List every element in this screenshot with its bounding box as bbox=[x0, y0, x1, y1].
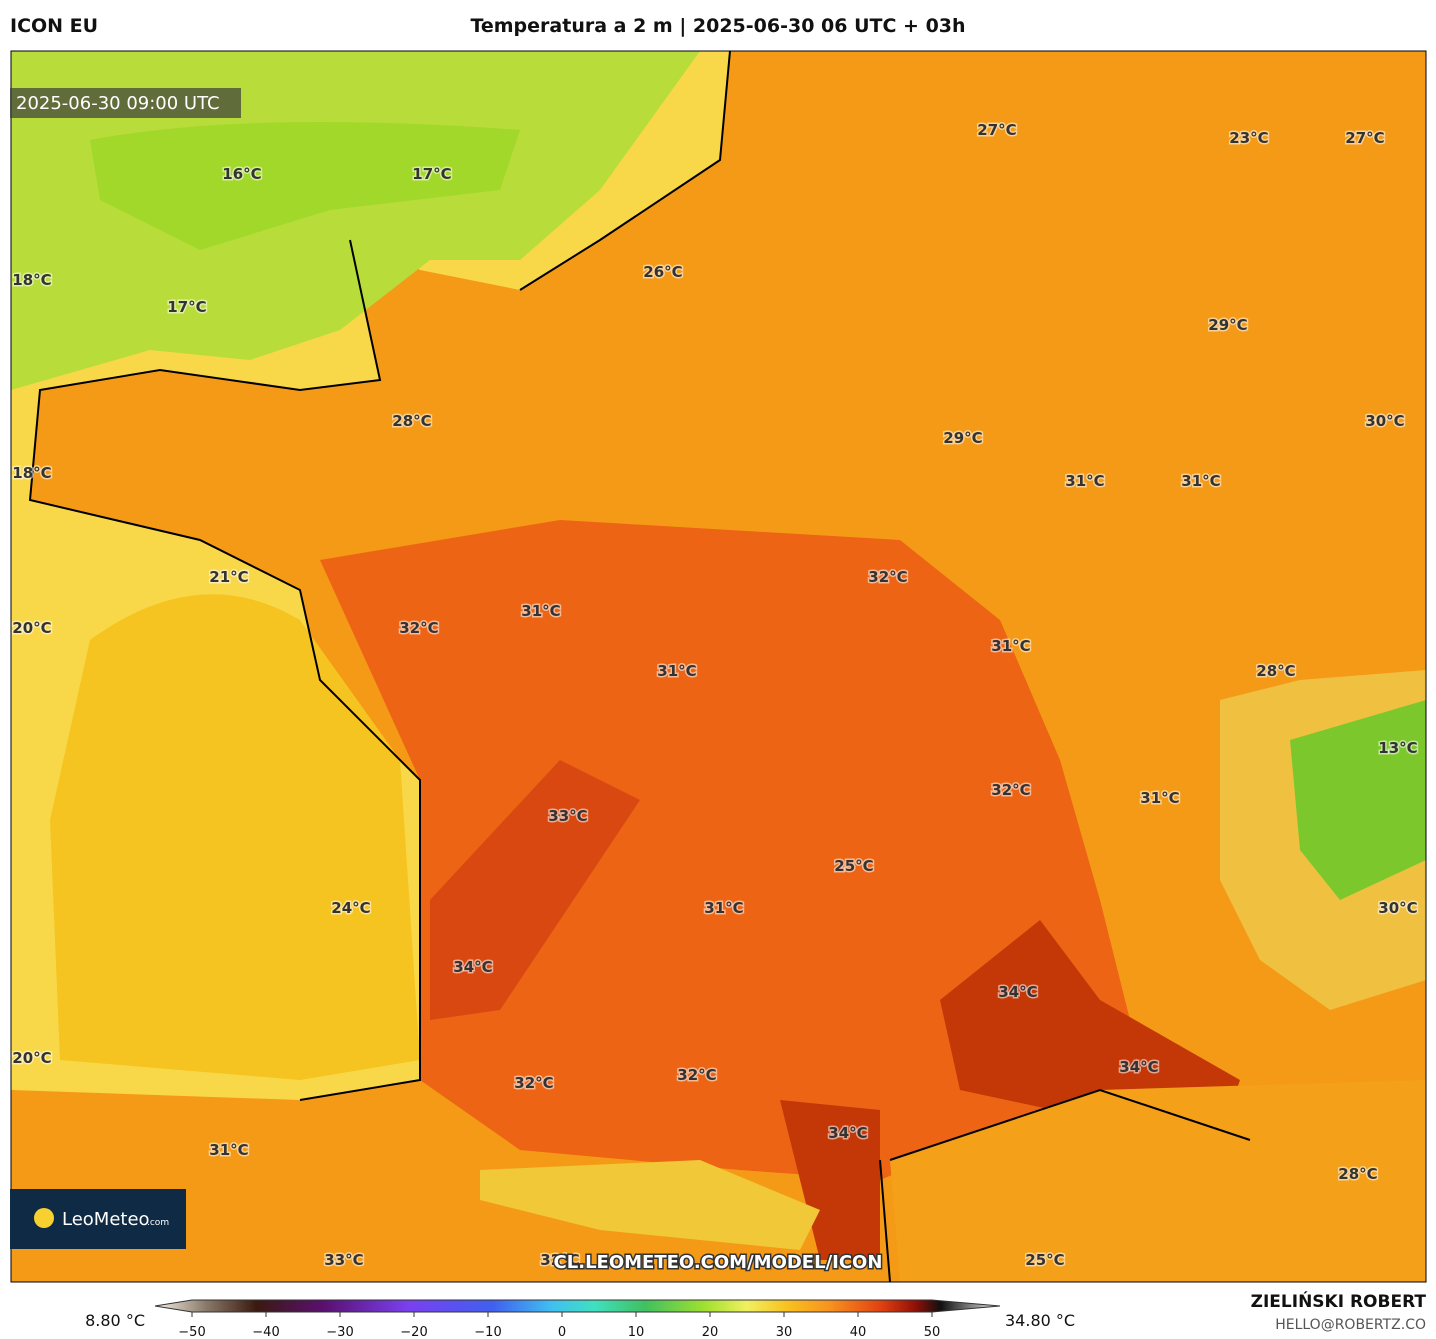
temperature-label: 33°C bbox=[548, 807, 587, 825]
temperature-label: 29°C bbox=[943, 429, 982, 447]
colorbar-min: 8.80 °C bbox=[85, 1311, 145, 1330]
temperature-label: 25°C bbox=[1025, 1251, 1064, 1269]
colorbar-max: 34.80 °C bbox=[1005, 1311, 1075, 1330]
temperature-label: 24°C bbox=[331, 899, 370, 917]
temperature-label: 31°C bbox=[1065, 472, 1104, 490]
hot-zone bbox=[320, 520, 1150, 1180]
temperature-label: 21°C bbox=[209, 568, 248, 586]
colorbar-tick-label: −10 bbox=[474, 1325, 501, 1339]
temperature-label: 23°C bbox=[1229, 129, 1268, 147]
colorbar-tick-label: −30 bbox=[326, 1325, 353, 1339]
hottest-zone-2 bbox=[780, 1100, 880, 1260]
temperature-label: 28°C bbox=[1338, 1165, 1377, 1183]
colorbar bbox=[154, 1299, 1001, 1313]
coastline bbox=[28, 51, 1251, 1282]
temperature-label: 32°C bbox=[991, 781, 1030, 799]
temperature-label: 31°C bbox=[991, 637, 1030, 655]
temperature-label: 34°C bbox=[998, 983, 1037, 1001]
temperature-label: 34°C bbox=[828, 1124, 867, 1142]
mediterranean bbox=[890, 1080, 1426, 1282]
colorbar-tick-label: −20 bbox=[400, 1325, 427, 1339]
colorbar-tick-label: −50 bbox=[178, 1325, 205, 1339]
temperature-label: 32°C bbox=[540, 1251, 579, 1269]
colorbar-tick-label: 50 bbox=[924, 1325, 941, 1339]
temperature-label: 32°C bbox=[868, 568, 907, 586]
colorbar-tick-label: 0 bbox=[558, 1325, 566, 1339]
temperature-label: 32°C bbox=[399, 619, 438, 637]
temperature-label: 32°C bbox=[514, 1074, 553, 1092]
email: HELLO@ROBERTZ.CO bbox=[1275, 1317, 1426, 1333]
colorbar-tick-label: 40 bbox=[850, 1325, 867, 1339]
temperature-label: 29°C bbox=[1208, 316, 1247, 334]
temperature-label: 25°C bbox=[834, 857, 873, 875]
temperature-label: 17°C bbox=[167, 298, 206, 316]
temperature-label: 28°C bbox=[392, 412, 431, 430]
model-name: ICON EU bbox=[10, 15, 98, 37]
map-area bbox=[11, 51, 1426, 1282]
logo-sun bbox=[34, 1208, 54, 1228]
temperature-label: 34°C bbox=[1119, 1058, 1158, 1076]
temperature-label: 32°C bbox=[677, 1066, 716, 1084]
colorbar-tick-label: 30 bbox=[776, 1325, 793, 1339]
author: ZIELIŃSKI ROBERT bbox=[1251, 1290, 1427, 1312]
temperature-label: 34°C bbox=[453, 958, 492, 976]
temperature-label: 31°C bbox=[1140, 789, 1179, 807]
sea-warm bbox=[50, 594, 420, 1080]
temperature-label: 18°C bbox=[12, 464, 51, 482]
temperature-label: 13°C bbox=[1378, 739, 1417, 757]
valid-time: 2025-06-30 09:00 UTC bbox=[16, 93, 220, 114]
temperature-label: 30°C bbox=[1378, 899, 1417, 917]
colorbar-ticks: −50 −40 −30 −20 −10 0 10 20 30 40 50 bbox=[178, 1312, 940, 1339]
pyrenees bbox=[480, 1160, 820, 1250]
temperature-label: 30°C bbox=[1365, 412, 1404, 430]
temperature-label: 20°C bbox=[12, 1049, 51, 1067]
temperature-label: 31°C bbox=[1181, 472, 1220, 490]
hotter-zone bbox=[430, 760, 640, 1020]
temperature-label: 31°C bbox=[209, 1141, 248, 1159]
colorbar-tick-label: −40 bbox=[252, 1325, 279, 1339]
temperature-label: 27°C bbox=[977, 121, 1016, 139]
temperature-label: 17°C bbox=[412, 165, 451, 183]
alps-cold bbox=[1290, 700, 1426, 900]
temperature-label: 27°C bbox=[1345, 129, 1384, 147]
temperature-label: 31°C bbox=[521, 602, 560, 620]
channel-cool bbox=[90, 122, 520, 250]
colorbar-tick-label: 10 bbox=[628, 1325, 645, 1339]
map-frame bbox=[10, 50, 1427, 1283]
temperature-label: 33°C bbox=[324, 1251, 363, 1269]
logo-suffix: .com bbox=[147, 1218, 169, 1228]
temperature-label: 26°C bbox=[643, 263, 682, 281]
time-box bbox=[10, 88, 241, 118]
map-labels: 27°C 23°C 27°C 16°C 17°C 18°C 26°C 17°C 29°C 28°C… bbox=[11, 120, 1419, 1271]
colorbar-tick-label: 20 bbox=[702, 1325, 719, 1339]
temperature-label: 31°C bbox=[657, 662, 696, 680]
temperature-label: 31°C bbox=[704, 899, 743, 917]
temperature-label: 16°C bbox=[222, 165, 261, 183]
temperature-label: 20°C bbox=[12, 619, 51, 637]
map-title: Temperatura a 2 m | 2025-06-30 06 UTC + … bbox=[470, 15, 965, 37]
watermark: CL.LEOMETEO.COM/MODEL/ICON bbox=[554, 1252, 883, 1273]
temperature-label: 28°C bbox=[1256, 662, 1295, 680]
hottest-zone bbox=[940, 920, 1240, 1140]
logo-name: LeoMeteo bbox=[62, 1209, 150, 1230]
temperature-label: 18°C bbox=[12, 271, 51, 289]
